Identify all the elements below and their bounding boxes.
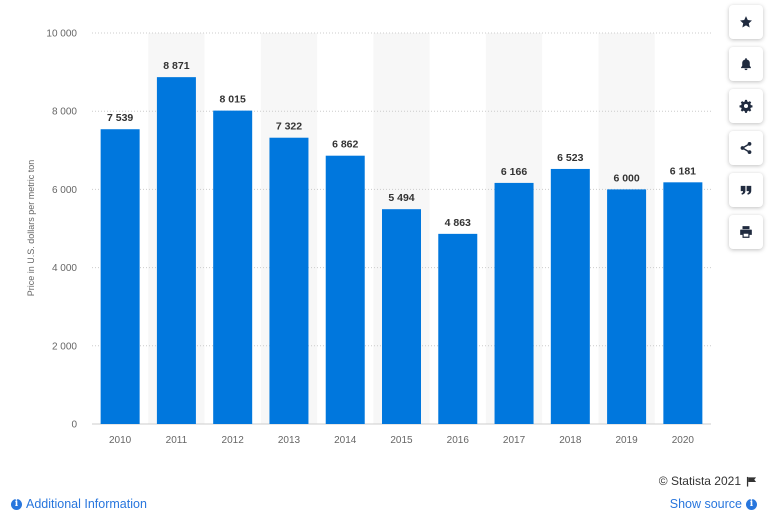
- bell-icon: [741, 58, 751, 71]
- settings-button[interactable]: [729, 89, 763, 123]
- data-label-2016: 4 863: [445, 217, 471, 229]
- bars: [100, 77, 703, 425]
- data-label-2015: 5 494: [388, 192, 414, 204]
- data-label-2019: 6 000: [613, 172, 639, 184]
- bar-2018[interactable]: [550, 168, 590, 424]
- favorite-button[interactable]: [729, 5, 763, 39]
- bar-2013[interactable]: [269, 137, 309, 425]
- x-tick-label: 2016: [447, 435, 470, 446]
- data-label-2018: 6 523: [557, 152, 583, 164]
- show-source-link[interactable]: Show source i: [670, 497, 757, 511]
- x-tick-label: 2013: [278, 435, 301, 446]
- x-tick-label: 2012: [222, 435, 245, 446]
- x-tick-label: 2017: [503, 435, 526, 446]
- x-tick-label: 2014: [334, 435, 357, 446]
- x-tick-label: 2019: [615, 435, 638, 446]
- bar-2010[interactable]: [100, 129, 140, 424]
- share-icon: [740, 142, 752, 154]
- print-button[interactable]: [729, 215, 763, 249]
- show-source-label: Show source: [669, 497, 742, 511]
- y-tick-label: 0: [71, 420, 77, 431]
- additional-information-link[interactable]: i Additional Information: [11, 497, 147, 511]
- x-tick-label: 2015: [390, 435, 413, 446]
- data-label-2013: 7 322: [276, 121, 302, 133]
- data-label-2012: 8 015: [220, 94, 246, 106]
- y-tick-label: 8 000: [52, 107, 77, 118]
- y-tick-label: 4 000: [52, 263, 77, 274]
- share-button[interactable]: [729, 131, 763, 165]
- gear-icon: [739, 99, 753, 113]
- y-tick-label: 2 000: [52, 341, 77, 352]
- x-tick-label: 2011: [166, 435, 188, 446]
- bar-chart: 7 539 8 871 8 015 7 322 6 862 5 494 4 863 6 166…: [26, 29, 711, 446]
- y-axis-label: Price in U.S. dollars per metric ton: [26, 160, 36, 297]
- data-label-2014: 6 862: [332, 139, 358, 151]
- bar-2020[interactable]: [663, 182, 703, 424]
- chart-toolbar: [729, 5, 765, 257]
- cite-button[interactable]: [729, 173, 763, 207]
- bar-2011[interactable]: [156, 77, 196, 425]
- notification-button[interactable]: [729, 47, 763, 81]
- credits-text: © Statista 2021: [658, 474, 741, 488]
- credits[interactable]: © Statista 2021: [659, 474, 757, 488]
- data-label-2020: 6 181: [670, 165, 696, 177]
- bar-2019[interactable]: [607, 189, 647, 424]
- info-icon: i: [746, 498, 757, 510]
- x-tick-label: 2018: [559, 435, 582, 446]
- x-tick-label: 2020: [672, 435, 695, 446]
- star-icon: [740, 16, 752, 28]
- bar-2012[interactable]: [213, 110, 253, 425]
- additional-information-label: Additional Information: [26, 497, 147, 511]
- info-icon: i: [11, 498, 22, 510]
- flag-icon: [746, 476, 757, 487]
- data-labels: 7 539 8 871 8 015 7 322 6 862 5 494 4 863 6 166…: [107, 60, 696, 229]
- bar-2014[interactable]: [325, 155, 365, 424]
- y-tick-label: 10 000: [46, 29, 77, 40]
- y-tick-label: 6 000: [52, 185, 77, 196]
- bar-2015[interactable]: [382, 209, 421, 424]
- data-label-2011: 8 871: [163, 60, 189, 72]
- bar-2016[interactable]: [438, 233, 478, 424]
- print-icon: [740, 226, 752, 238]
- y-axis-ticks: 0 2 000 4 000 6 000 8 000 10 000: [46, 29, 77, 431]
- data-label-2010: 7 539: [107, 112, 133, 124]
- bar-2017[interactable]: [494, 182, 534, 424]
- quote-icon: [740, 185, 752, 195]
- data-label-2017: 6 166: [501, 166, 527, 178]
- x-axis-ticks: 2010 2011 2012 2013 2014 2015 2016 2017 2018 2019…: [109, 435, 694, 446]
- x-tick-label: 2010: [109, 435, 132, 446]
